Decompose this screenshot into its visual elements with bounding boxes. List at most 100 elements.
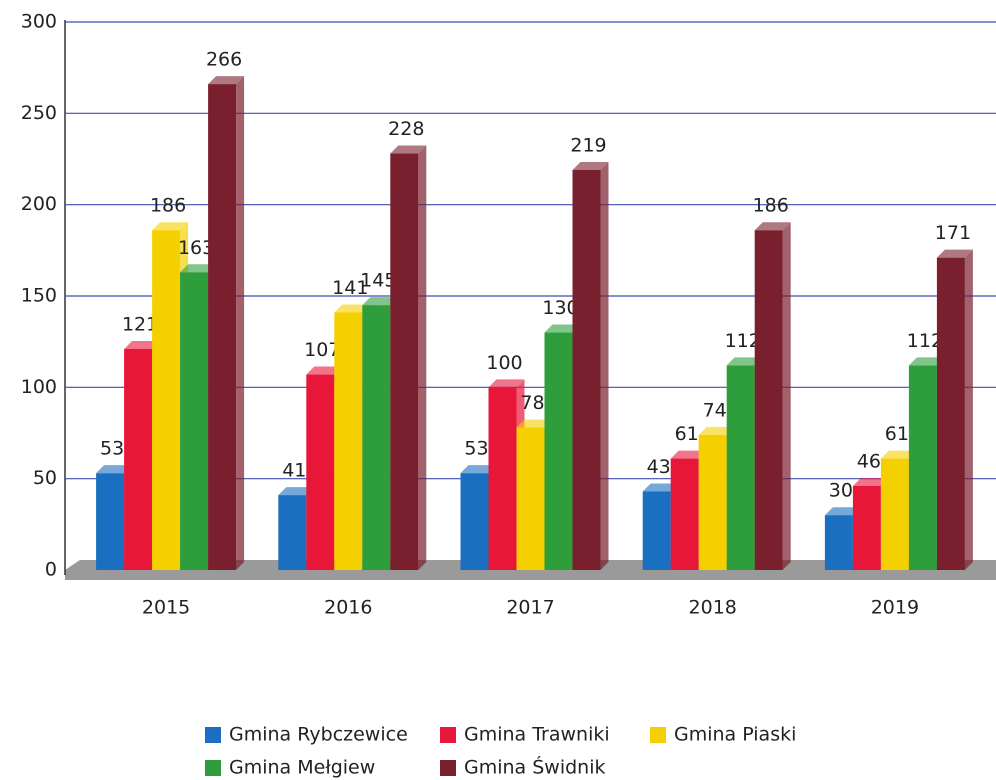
- data-label: 53: [100, 438, 124, 460]
- bar-side: [236, 76, 245, 571]
- bar-side: [418, 145, 427, 570]
- bar-top: [334, 304, 371, 313]
- bar-top: [852, 477, 889, 486]
- bar-side: [600, 161, 609, 570]
- bar: [306, 374, 335, 570]
- bar-top: [698, 426, 735, 435]
- bar-top: [390, 145, 427, 154]
- bar-top: [278, 487, 315, 496]
- y-tick-label: 200: [21, 193, 57, 215]
- data-label: 112: [725, 330, 761, 352]
- x-tick-label: 2019: [871, 597, 919, 619]
- y-tick-label: 250: [21, 102, 57, 124]
- bar: [908, 365, 937, 570]
- data-label: 107: [304, 339, 340, 361]
- legend-label: Gmina Świdnik: [464, 755, 606, 779]
- legend-swatch: [440, 760, 456, 776]
- bar-top: [936, 249, 973, 258]
- data-label: 121: [122, 313, 158, 335]
- bar: [390, 153, 419, 570]
- x-tick-label: 2015: [142, 597, 190, 619]
- bar: [726, 365, 755, 570]
- bar: [698, 434, 727, 570]
- data-label: 61: [885, 423, 909, 445]
- data-label: 112: [907, 330, 943, 352]
- bar: [936, 257, 965, 570]
- data-label: 145: [360, 270, 396, 292]
- data-label: 219: [570, 134, 606, 156]
- bar: [824, 515, 853, 570]
- bar: [880, 458, 909, 570]
- bar-top: [908, 357, 945, 366]
- y-tick-label: 300: [21, 11, 57, 33]
- bar-top: [180, 264, 217, 273]
- bar-top: [726, 357, 763, 366]
- data-label: 100: [486, 352, 522, 374]
- data-label: 53: [464, 438, 488, 460]
- bar-top: [460, 465, 497, 474]
- bar: [670, 458, 699, 570]
- x-tick-label: 2016: [324, 597, 372, 619]
- data-label: 228: [388, 118, 424, 140]
- bar-top: [488, 379, 525, 388]
- data-label: 130: [542, 297, 578, 319]
- y-tick-label: 100: [21, 376, 57, 398]
- data-label: 78: [520, 392, 544, 414]
- data-label: 43: [647, 456, 671, 478]
- bar: [488, 387, 517, 570]
- bar-top: [362, 297, 399, 306]
- bar: [754, 230, 783, 571]
- bar: [124, 348, 153, 570]
- data-label: 30: [829, 480, 853, 502]
- bar: [460, 473, 489, 570]
- x-tick-label: 2018: [689, 597, 737, 619]
- bar: [152, 230, 181, 571]
- y-tick-label: 50: [33, 467, 57, 489]
- bar-top: [754, 222, 791, 231]
- data-label: 163: [178, 237, 214, 259]
- bar-side: [782, 222, 791, 571]
- bar-top: [152, 222, 189, 231]
- data-label: 74: [703, 399, 727, 421]
- legend-label: Gmina Rybczewice: [229, 724, 408, 746]
- y-tick-label: 0: [45, 559, 57, 581]
- legend-swatch: [440, 727, 456, 743]
- data-label: 141: [332, 277, 368, 299]
- bar-top: [306, 366, 343, 375]
- bar-top: [96, 465, 133, 474]
- legend-label: Gmina Trawniki: [464, 724, 610, 746]
- legend-label: Gmina Mełgiew: [229, 757, 375, 779]
- bar: [852, 485, 881, 570]
- bar: [334, 312, 363, 570]
- data-label: 41: [282, 460, 306, 482]
- bar: [544, 332, 573, 570]
- bar: [180, 272, 209, 570]
- bar-top: [642, 483, 679, 492]
- bar: [96, 473, 125, 570]
- bar-top: [516, 419, 553, 428]
- bar: [516, 427, 545, 570]
- bar: [208, 84, 237, 571]
- bar-top: [544, 324, 581, 333]
- legend-swatch: [205, 727, 221, 743]
- bar-side: [964, 249, 973, 570]
- bar-top: [208, 76, 245, 85]
- data-label: 186: [753, 195, 789, 217]
- bar: [278, 495, 307, 570]
- legend-swatch: [650, 727, 666, 743]
- data-label: 46: [857, 450, 881, 472]
- data-label: 266: [206, 49, 242, 71]
- bar-top: [824, 507, 861, 516]
- bar: [572, 169, 601, 570]
- bar-top: [880, 450, 917, 459]
- data-label: 171: [935, 222, 971, 244]
- bar: [362, 305, 391, 570]
- data-label: 186: [150, 195, 186, 217]
- legend-swatch: [205, 760, 221, 776]
- y-tick-label: 150: [21, 285, 57, 307]
- legend-label: Gmina Piaski: [674, 724, 796, 746]
- bar-top: [670, 450, 707, 459]
- bar-top: [572, 161, 609, 170]
- data-label: 61: [675, 423, 699, 445]
